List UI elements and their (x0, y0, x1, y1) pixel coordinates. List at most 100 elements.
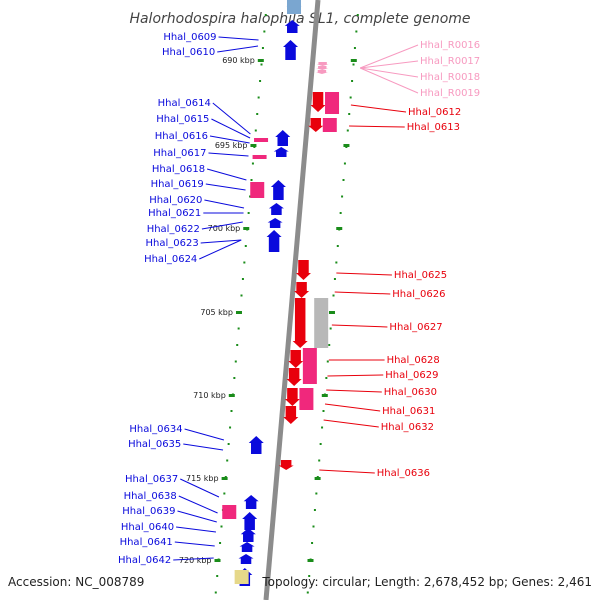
left-gene-label: Hhal_0622 (147, 224, 200, 235)
kbp-tick-mark (243, 227, 250, 230)
leader-line (218, 36, 259, 41)
tick-dot (313, 509, 316, 511)
left-gene-label: Hhal_0614 (158, 98, 211, 109)
leader-line (319, 469, 375, 474)
leader-line (334, 291, 391, 295)
leader-line (212, 102, 251, 135)
kbp-ticks: 690 kbp 695 kbp 700 kbp 705 kbp 710 kbp 715 k… (179, 56, 357, 565)
tick-dot (249, 195, 252, 198)
forward-gene (287, 0, 301, 14)
tick-dot (326, 360, 329, 363)
tick-dot (306, 591, 309, 594)
tick-dot (229, 426, 232, 429)
left-gene-label: Hhal_0639 (122, 506, 175, 517)
leader-line (211, 118, 251, 139)
tick-dot (329, 327, 332, 330)
right-gene-label: Hhal_0628 (387, 355, 440, 366)
tick-dot (353, 47, 356, 49)
leader-line (184, 428, 225, 441)
leader-line (199, 239, 242, 260)
tick-dot (219, 542, 222, 544)
tick-dot (237, 327, 240, 330)
leader-line (360, 60, 419, 69)
kbp-tick-mark (328, 311, 335, 314)
tick-dot (256, 113, 259, 115)
tick-dot (308, 575, 311, 577)
left-gene-label: Hhal_0634 (129, 424, 182, 435)
map-title: Halorhodospira halophila SL1, complete g… (129, 11, 470, 27)
rna-gene (299, 388, 314, 410)
right-gene-label: Hhal_0612 (408, 107, 461, 118)
leader-line (204, 199, 245, 209)
right-gene-label: Hhal_0629 (385, 370, 438, 381)
leader-line (360, 67, 419, 78)
left-gene-label: Hhal_0637 (125, 474, 178, 485)
tick-dot (312, 525, 315, 528)
kbp-tick-label: 715 kbp (186, 474, 219, 483)
forward-gene-arrow (275, 130, 291, 146)
tick-dot (356, 14, 359, 16)
right-gene-label: Hhal_0630 (384, 387, 437, 398)
leader-line (323, 419, 379, 428)
tick-dot (264, 14, 267, 16)
leader-line (331, 324, 388, 328)
left-gene-label: Hhal_0635 (128, 439, 181, 450)
leader-line (209, 135, 250, 144)
leader-line (200, 239, 242, 244)
forward-gene-arrow (239, 542, 255, 552)
kbp-tick-mark (228, 394, 235, 397)
right-gene-label: Hhal_0631 (382, 406, 435, 417)
kbp-tick-mark (250, 144, 257, 147)
tick-dot (328, 344, 331, 346)
left-gene-label: Hhal_0621 (148, 208, 201, 219)
gene-labels: Hhal_0609 Hhal_0610 Hhal_0614 Hhal_0615 Hhal… (118, 32, 480, 566)
right-rna-label: Hhal_R0017 (420, 56, 480, 67)
leader-line (183, 443, 224, 451)
right-gene-label: Hhal_0636 (377, 468, 430, 479)
leader-line (359, 67, 419, 94)
tick-dot (318, 459, 321, 462)
leader-line (350, 104, 407, 113)
tick-dot (342, 179, 345, 181)
tick-dot (351, 80, 354, 82)
kbp-tick-mark (307, 559, 314, 562)
forward-gene-arrow (238, 554, 254, 564)
rna-gene (222, 505, 237, 519)
right-rna-label: Hhal_R0018 (420, 72, 480, 83)
leader-line (324, 403, 381, 412)
rna-gene (325, 92, 340, 114)
right-gene-label: Hhal_0627 (389, 322, 442, 333)
tick-dot (348, 113, 351, 115)
tick-dot (259, 80, 262, 82)
tick-dot (322, 410, 325, 412)
tick-dot (226, 459, 229, 462)
right-gene-label: Hhal_0613 (407, 122, 460, 133)
kbp-tick-mark (321, 394, 328, 397)
forward-gene-arrow (240, 528, 256, 542)
rna-gene (252, 155, 267, 159)
tick-dot (254, 129, 257, 132)
tick-dot (247, 212, 250, 214)
kbp-tick-mark (235, 311, 242, 314)
forward-gene-arrow (243, 495, 259, 509)
left-gene-label: Hhal_0638 (124, 491, 177, 502)
forward-gene-arrow (284, 20, 300, 33)
reverse-gene-arrow (283, 406, 299, 424)
kbp-tick-label: 705 kbp (200, 308, 233, 317)
tick-dot (233, 377, 236, 379)
kbp-tick-mark (314, 477, 321, 480)
tick-dot (336, 245, 339, 247)
tick-dot (355, 30, 358, 33)
left-gene-label: Hhal_0609 (163, 32, 216, 43)
rna-gene-arrow (316, 62, 329, 66)
kbp-tick-label: 720 kbp (179, 556, 212, 565)
right-rna-label: Hhal_R0019 (420, 88, 480, 99)
forward-gene-arrow (267, 218, 283, 228)
tick-dot (230, 410, 233, 412)
tick-dot (335, 261, 338, 264)
tick-dot (260, 63, 263, 66)
leader-line (176, 526, 216, 533)
kbp-tick-mark (221, 477, 228, 480)
tick-dot (220, 525, 223, 528)
leader-line (206, 168, 247, 181)
